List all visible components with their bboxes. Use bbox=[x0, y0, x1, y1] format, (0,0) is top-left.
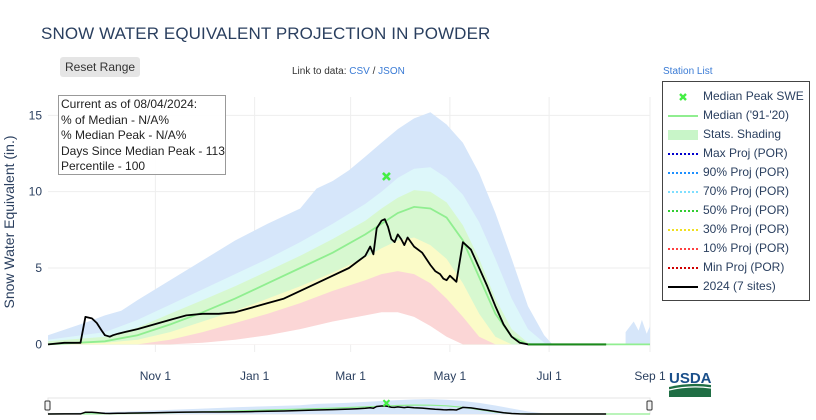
max-band-tail bbox=[625, 319, 650, 345]
legend-item[interactable]: Median Peak SWE bbox=[667, 87, 809, 106]
median-peak-marker bbox=[382, 171, 391, 181]
legend-item[interactable]: 10% Proj (POR) bbox=[667, 239, 809, 258]
y-axis-label: Snow Water Equivalent (in.) bbox=[1, 136, 17, 309]
reset-range-button[interactable]: Reset Range bbox=[60, 57, 141, 77]
legend-symbol bbox=[668, 286, 698, 288]
legend-label: 90% Proj (POR) bbox=[703, 165, 790, 179]
legend-label: 50% Proj (POR) bbox=[703, 203, 790, 217]
x-tick-label: Sep 1 bbox=[634, 369, 666, 383]
y-tick-label: 10 bbox=[29, 185, 43, 199]
legend-label: 2024 (7 sites) bbox=[703, 279, 776, 293]
legend-symbol bbox=[668, 191, 698, 193]
legend-label: 10% Proj (POR) bbox=[703, 241, 790, 255]
x-tick-label: Jul 1 bbox=[536, 369, 562, 383]
usda-logo: USDA bbox=[668, 370, 712, 397]
link-separator: / bbox=[372, 66, 376, 77]
legend-label: 70% Proj (POR) bbox=[703, 184, 790, 198]
legend-item[interactable]: Median ('91-'20) bbox=[667, 106, 809, 125]
status-line: Percentile - 100 bbox=[61, 159, 146, 173]
axis-ticks: 0 5 10 15 Nov 1 Jan 1 Mar 1 May 1 Jul 1 Sep 1 bbox=[29, 108, 666, 383]
legend-marker-icon bbox=[679, 93, 687, 101]
y-tick-label: 0 bbox=[35, 337, 42, 351]
legend-item[interactable]: Min Proj (POR) bbox=[667, 258, 809, 277]
link-prefix: Link to data: bbox=[292, 66, 347, 77]
status-line: % Median Peak - N/A% bbox=[61, 128, 187, 142]
median-line bbox=[47, 205, 650, 346]
slider-current bbox=[47, 405, 607, 415]
x-tick-label: Mar 1 bbox=[335, 369, 366, 383]
legend-symbol bbox=[668, 130, 698, 140]
x-tick-label: May 1 bbox=[434, 369, 467, 383]
range-slider[interactable] bbox=[44, 397, 653, 415]
current-year-line bbox=[47, 218, 607, 346]
slider-handle-right[interactable] bbox=[646, 400, 653, 411]
legend-symbol bbox=[668, 172, 698, 174]
p10-band bbox=[48, 271, 650, 345]
legend-label: 30% Proj (POR) bbox=[703, 222, 790, 236]
legend-symbol bbox=[679, 93, 687, 101]
legend-symbol bbox=[668, 248, 698, 250]
legend-item[interactable]: 50% Proj (POR) bbox=[667, 201, 809, 220]
legend-item[interactable]: 2024 (7 sites) bbox=[667, 277, 809, 296]
csv-link[interactable]: CSV bbox=[349, 66, 370, 77]
station-list-link[interactable]: Station List bbox=[663, 66, 713, 77]
status-line: Days Since Median Peak - 113 bbox=[61, 143, 225, 158]
usda-logo-text: USDA bbox=[669, 370, 712, 387]
status-line: % of Median - N/A% bbox=[61, 112, 170, 127]
legend-symbol bbox=[668, 229, 698, 231]
markers bbox=[382, 171, 391, 181]
status-box: Current as of 08/04/2024: % of Median - … bbox=[58, 95, 226, 175]
y-tick-label: 5 bbox=[35, 261, 42, 275]
legend: Median Peak SWE Median ('91-'20) Stats. Sh… bbox=[662, 81, 810, 301]
legend-band-icon bbox=[668, 130, 698, 140]
slider-peak-marker bbox=[382, 399, 391, 407]
legend-label: Stats. Shading bbox=[703, 127, 782, 141]
legend-symbol bbox=[668, 210, 698, 212]
series-lines bbox=[47, 205, 650, 346]
y-tick-label: 15 bbox=[29, 108, 43, 122]
legend-item[interactable]: 30% Proj (POR) bbox=[667, 220, 809, 239]
legend-label: Max Proj (POR) bbox=[703, 146, 788, 160]
legend-item[interactable]: 90% Proj (POR) bbox=[667, 163, 809, 182]
min-band bbox=[48, 312, 650, 345]
x-tick-label: Nov 1 bbox=[140, 369, 172, 383]
legend-label: Min Proj (POR) bbox=[703, 260, 785, 274]
legend-label: Median ('91-'20) bbox=[703, 108, 789, 122]
legend-symbol bbox=[668, 267, 698, 269]
chart-title: SNOW WATER EQUIVALENT PROJECTION IN POWD… bbox=[41, 24, 491, 43]
legend-item[interactable]: Max Proj (POR) bbox=[667, 144, 809, 163]
json-link[interactable]: JSON bbox=[378, 66, 405, 77]
legend-symbol bbox=[668, 153, 698, 155]
legend-item[interactable]: Stats. Shading bbox=[667, 125, 809, 144]
legend-item[interactable]: 70% Proj (POR) bbox=[667, 182, 809, 201]
legend-label: Median Peak SWE bbox=[703, 89, 804, 103]
x-tick-label: Jan 1 bbox=[240, 369, 270, 383]
status-line: Current as of 08/04/2024: bbox=[61, 97, 198, 111]
legend-symbol bbox=[668, 115, 698, 117]
slider-band bbox=[48, 399, 650, 414]
link-to-data: Link to data: CSV / JSON bbox=[292, 66, 405, 77]
slider-handle-left[interactable] bbox=[44, 400, 51, 411]
